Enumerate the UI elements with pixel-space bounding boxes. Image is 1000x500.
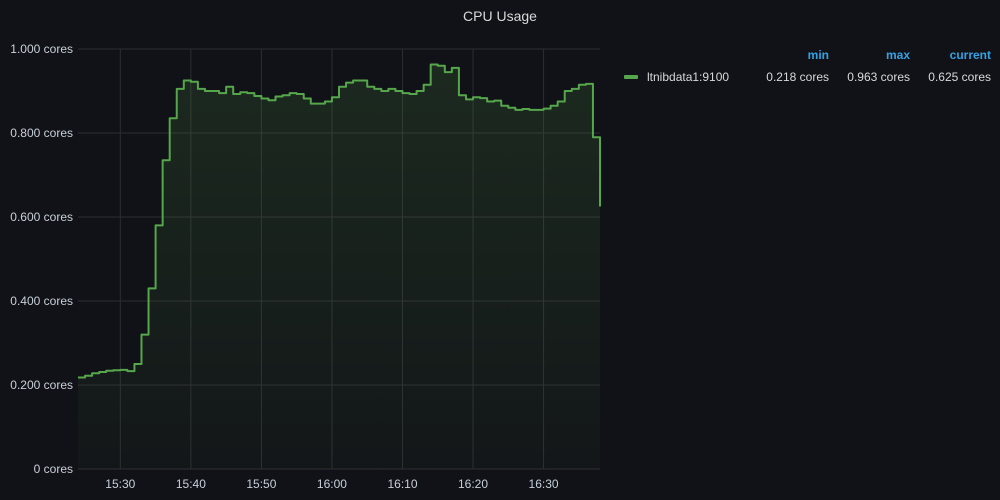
legend-series-name[interactable]: ltnibdata1:9100 [647, 70, 729, 84]
y-tick-label: 1.000 cores [10, 42, 73, 56]
legend-current-value: 0.625 cores [910, 70, 991, 84]
x-tick-label: 15:50 [246, 477, 276, 491]
y-tick-label: 0.600 cores [10, 210, 73, 224]
legend-header-min[interactable]: min [748, 48, 829, 62]
x-tick-label: 16:30 [529, 477, 559, 491]
x-axis-ticks: 15:30 15:40 15:50 16:00 16:10 16:20 16:30 [105, 477, 559, 491]
x-tick-label: 15:30 [105, 477, 135, 491]
legend-min-value: 0.218 cores [748, 70, 829, 84]
legend-item[interactable]: ltnibdata1:9100 0.218 cores 0.963 cores … [618, 66, 992, 88]
legend: min max current ltnibdata1:9100 0.218 co… [618, 44, 992, 88]
legend-header: min max current [618, 44, 992, 66]
y-tick-label: 0.200 cores [10, 378, 73, 392]
series-color-swatch[interactable] [624, 75, 638, 79]
legend-max-value: 0.963 cores [829, 70, 910, 84]
legend-header-max[interactable]: max [829, 48, 910, 62]
y-tick-label: 0.800 cores [10, 126, 73, 140]
legend-header-current[interactable]: current [910, 48, 991, 62]
x-tick-label: 16:20 [458, 477, 488, 491]
y-tick-label: 0.400 cores [10, 294, 73, 308]
x-tick-label: 16:00 [317, 477, 347, 491]
x-tick-label: 15:40 [176, 477, 206, 491]
y-tick-label: 0 cores [34, 462, 73, 476]
x-tick-label: 16:10 [387, 477, 417, 491]
y-axis-ticks: 0 cores 0.200 cores 0.400 cores 0.600 cores… [10, 42, 73, 476]
